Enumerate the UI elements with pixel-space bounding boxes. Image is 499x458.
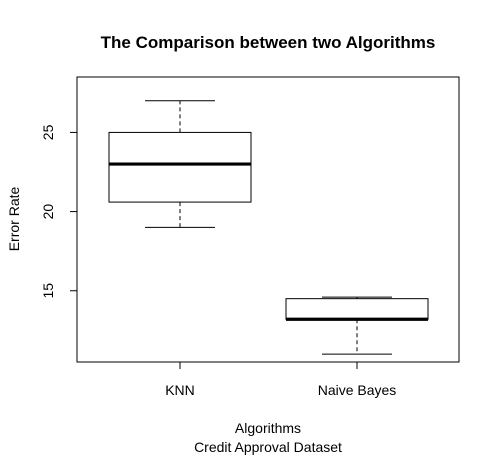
y-tick-label: 25 xyxy=(40,124,56,140)
box-iqr xyxy=(285,298,429,320)
x-axis-title: Algorithms xyxy=(235,420,301,436)
y-axis: 15 20 25 xyxy=(40,124,78,299)
box-knn xyxy=(108,100,252,228)
x-tick-label: Naive Bayes xyxy=(318,382,397,398)
boxes xyxy=(108,100,429,355)
y-tick-label: 15 xyxy=(40,283,56,299)
chart-title: The Comparison between two Algorithms xyxy=(101,33,436,52)
y-axis-title: Error Rate xyxy=(6,187,22,252)
x-axis-subtitle: Credit Approval Dataset xyxy=(194,439,342,455)
x-axis: KNN Naive Bayes xyxy=(165,361,397,398)
x-tick-label: KNN xyxy=(165,382,195,398)
y-tick-label: 20 xyxy=(40,204,56,220)
box-naive-bayes xyxy=(285,296,429,355)
box-iqr xyxy=(108,131,252,203)
